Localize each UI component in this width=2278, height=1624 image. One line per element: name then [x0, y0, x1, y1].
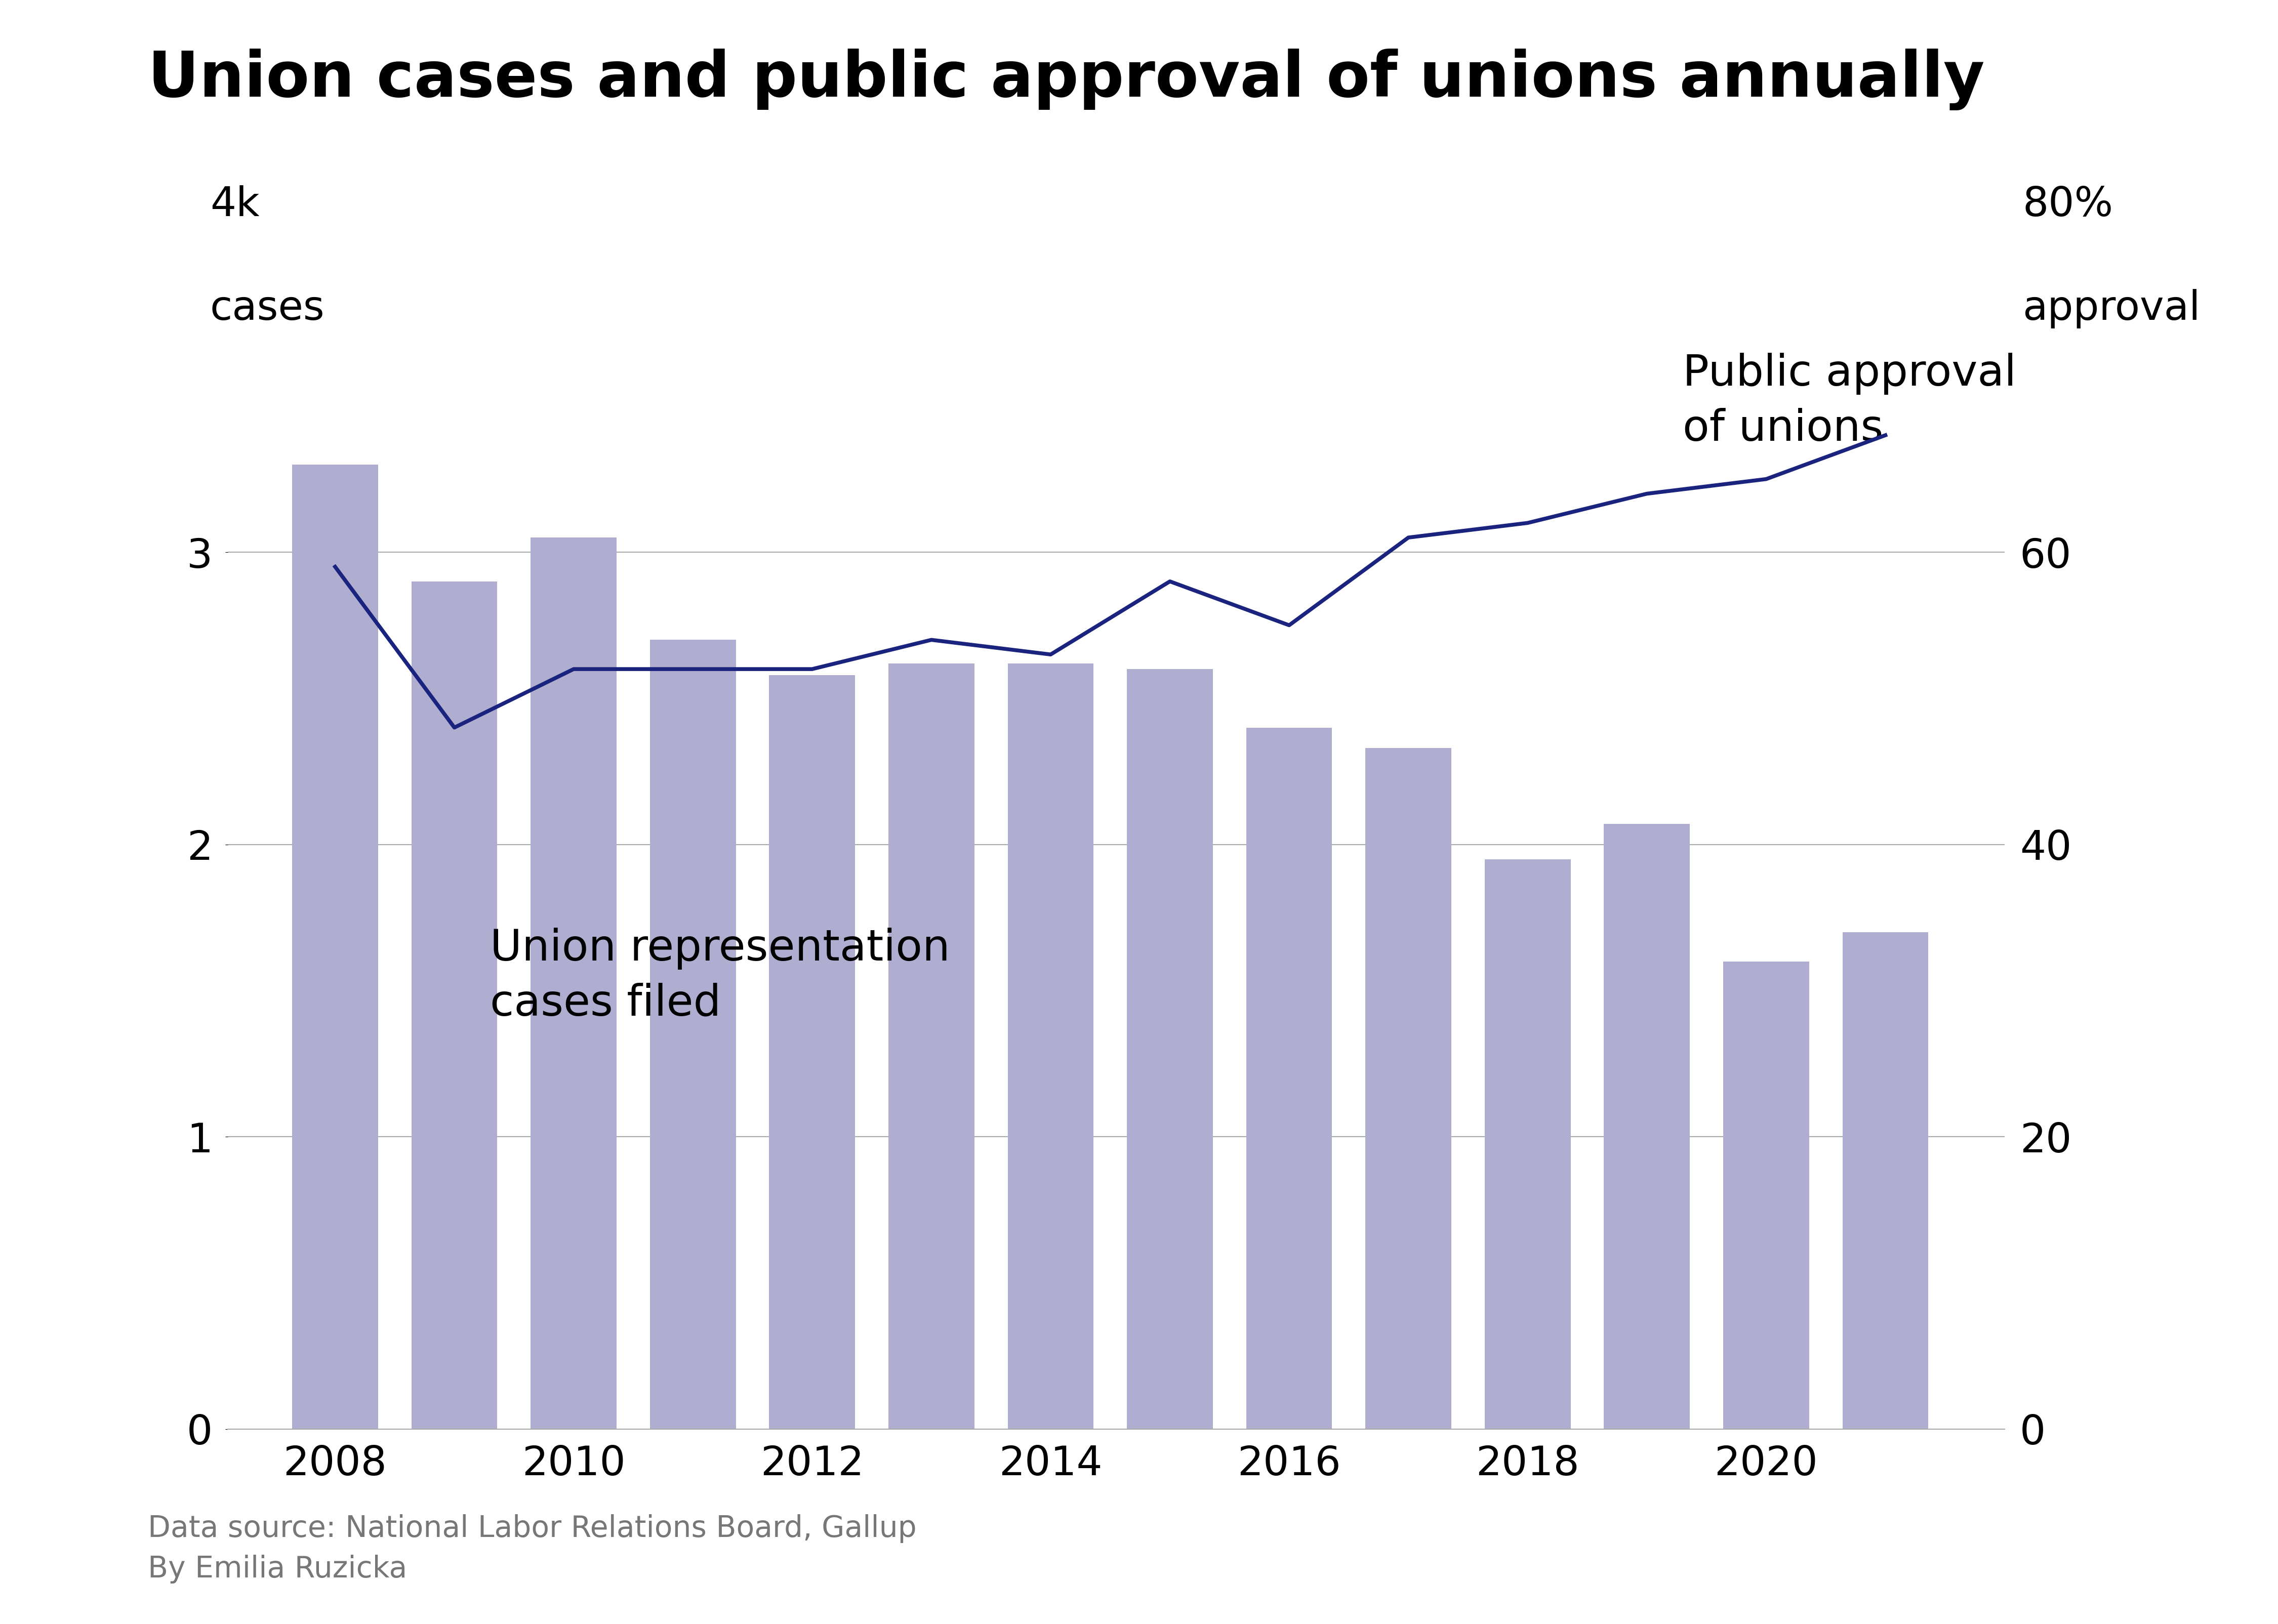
Bar [1722, 961, 1809, 1429]
Bar [888, 663, 975, 1429]
Bar [292, 464, 378, 1429]
Text: 80%: 80% [2023, 185, 2114, 224]
Text: Data source: National Labor Relations Board, Gallup
By Emilia Ruzicka: Data source: National Labor Relations Bo… [148, 1514, 916, 1583]
Bar [1246, 728, 1333, 1429]
Bar [1485, 859, 1570, 1429]
Bar [1365, 749, 1451, 1429]
Text: Union representation
cases filed: Union representation cases filed [490, 927, 950, 1025]
Bar [770, 676, 854, 1429]
Text: Public approval
of unions: Public approval of unions [1683, 352, 2016, 450]
Text: Union cases and public approval of unions annually: Union cases and public approval of union… [148, 49, 1984, 110]
Bar [649, 640, 736, 1429]
Bar [1604, 823, 1690, 1429]
Bar [1007, 663, 1093, 1429]
Text: approval: approval [2023, 289, 2201, 328]
Bar [531, 538, 617, 1429]
Bar [1843, 932, 1927, 1429]
Bar [1128, 669, 1212, 1429]
Text: 4k: 4k [210, 185, 260, 224]
Text: cases: cases [210, 289, 326, 328]
Bar [412, 581, 497, 1429]
